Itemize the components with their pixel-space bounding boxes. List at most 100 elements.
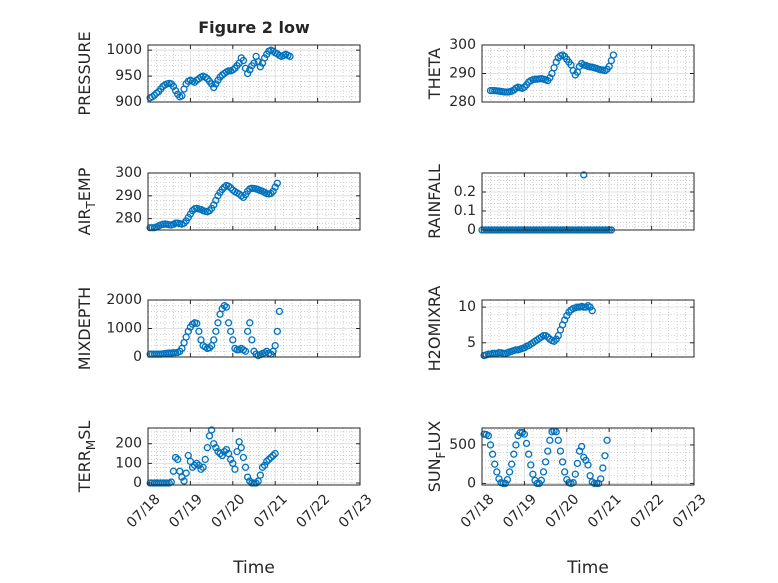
- data-point: [488, 450, 497, 458]
- data-point: [150, 91, 159, 99]
- y-tick-label: 0.1: [454, 203, 476, 219]
- data-point: [239, 453, 248, 462]
- plot-area: [482, 173, 694, 230]
- data-point: [573, 459, 582, 468]
- y-tick-label: 300: [449, 37, 476, 53]
- y-tick-label: 1000: [106, 321, 142, 337]
- x-tick-label: 07/23: [670, 491, 710, 531]
- data-point: [508, 460, 516, 468]
- data-point: [216, 449, 224, 458]
- data-point: [212, 444, 220, 452]
- subplot-theta: 280 290 300 THETA: [425, 37, 695, 110]
- data-point: [286, 52, 294, 61]
- y-tick-label: 280: [449, 94, 476, 110]
- data-point: [539, 331, 548, 340]
- data-point: [182, 469, 190, 477]
- data-point: [190, 461, 199, 469]
- x-tick-label: 07/23: [336, 491, 376, 531]
- x-axis-label: Time: [232, 558, 275, 578]
- data-points: [146, 46, 294, 102]
- data-point: [246, 66, 254, 74]
- data-points: [480, 427, 611, 488]
- plot-area: [482, 428, 694, 485]
- data-point: [269, 451, 277, 460]
- data-points: [486, 51, 618, 96]
- data-point: [203, 444, 212, 452]
- subplot-air_temp: 280 290 300 AIRTEMP: [75, 165, 361, 235]
- data-point: [601, 452, 609, 460]
- data-point: [544, 447, 552, 455]
- data-point: [275, 307, 284, 316]
- y-tick-label: 280: [115, 211, 142, 227]
- data-point: [586, 303, 594, 311]
- data-point: [577, 442, 586, 451]
- data-point: [484, 432, 493, 440]
- data-point: [178, 473, 186, 481]
- data-point: [590, 479, 599, 488]
- data-point: [499, 479, 507, 488]
- y-tick-label: 950: [115, 68, 142, 84]
- data-point: [243, 473, 252, 481]
- data-point: [201, 455, 209, 464]
- data-point: [231, 465, 239, 473]
- data-point: [212, 80, 220, 88]
- data-point: [195, 327, 203, 336]
- data-point: [263, 457, 271, 466]
- data-point: [588, 307, 596, 315]
- data-point: [222, 303, 231, 311]
- data-point: [522, 439, 531, 448]
- data-point: [207, 80, 216, 88]
- data-point: [214, 319, 222, 327]
- y-tick-label: 100: [115, 455, 142, 471]
- y-tick-label: 0.2: [454, 184, 476, 200]
- data-point: [529, 470, 537, 478]
- data-point: [193, 459, 201, 468]
- x-tick-label: 07/20: [209, 491, 249, 531]
- x-axis-label: Time: [566, 558, 609, 578]
- data-points: [146, 179, 281, 232]
- y-axis-label: SUNFLUX: [425, 421, 448, 493]
- x-tick-label: 07/21: [585, 491, 625, 531]
- data-point: [163, 479, 171, 487]
- y-tick-label: 200: [115, 436, 142, 452]
- y-tick-label: 10: [458, 299, 476, 315]
- x-tick-label: 07/18: [458, 491, 498, 531]
- data-point: [241, 347, 250, 355]
- data-point: [556, 447, 565, 455]
- x-tick-label: 07/22: [627, 491, 667, 531]
- data-point: [495, 475, 503, 483]
- subplot-h2omixra: 5 10 H2OMIXRA: [425, 286, 695, 371]
- data-point: [544, 333, 552, 341]
- data-point: [592, 479, 601, 488]
- data-point: [554, 436, 562, 444]
- data-point: [267, 453, 275, 462]
- data-point: [256, 63, 265, 71]
- data-point: [248, 479, 256, 487]
- data-point: [246, 477, 254, 485]
- data-point: [503, 475, 512, 484]
- y-axis-label: RAINFALL: [425, 164, 444, 239]
- data-point: [273, 327, 281, 336]
- data-point: [243, 69, 252, 78]
- subplot-pressure: 900 950 1000 PRESSURE Figure 2 low: [75, 18, 361, 116]
- chart-title: Figure 2 low: [198, 18, 310, 37]
- data-point: [241, 463, 250, 471]
- data-point: [248, 336, 256, 344]
- data-point: [227, 455, 235, 464]
- data-point: [265, 455, 273, 464]
- data-point: [271, 449, 279, 458]
- data-point: [190, 78, 199, 86]
- data-point: [260, 461, 269, 469]
- y-tick-label: 300: [115, 165, 142, 181]
- data-point: [193, 319, 201, 328]
- data-point: [212, 327, 220, 336]
- data-point: [210, 336, 218, 344]
- data-point: [218, 451, 226, 460]
- data-point: [537, 476, 546, 485]
- data-point: [597, 475, 605, 483]
- x-tick-label: 07/19: [166, 491, 206, 531]
- data-point: [224, 319, 233, 327]
- data-point: [512, 441, 520, 449]
- data-point: [539, 468, 548, 476]
